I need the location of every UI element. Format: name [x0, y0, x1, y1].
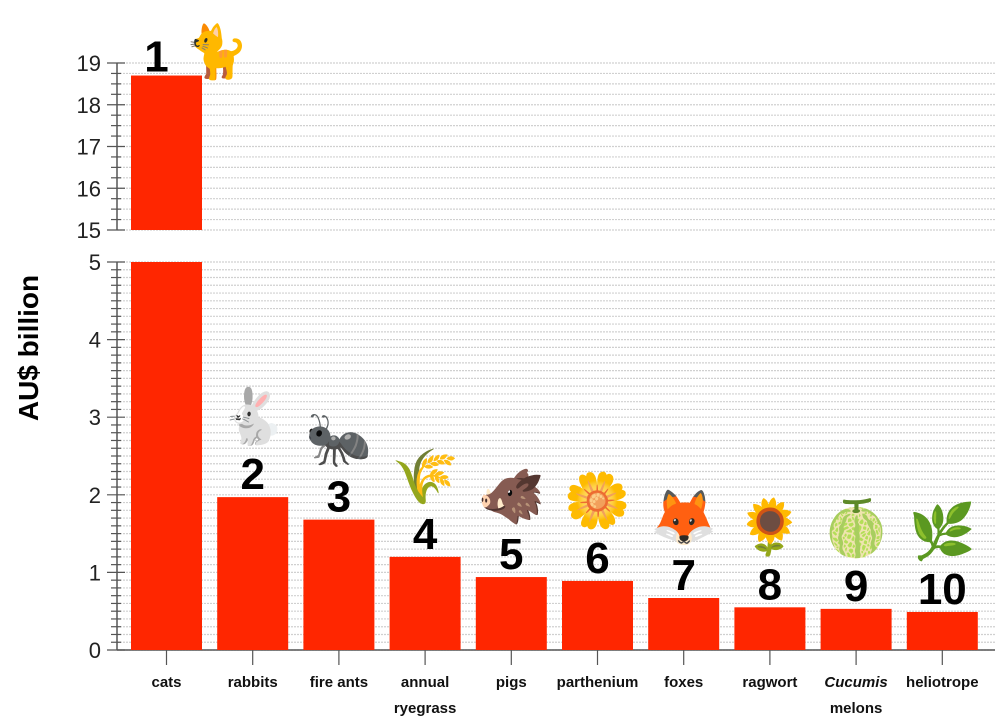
- cat-icon: 🐈: [184, 22, 249, 82]
- bar-pigs: [475, 577, 547, 650]
- bar-heliotrope: [906, 611, 978, 650]
- x-tick-label: parthenium: [557, 674, 639, 691]
- x-tick-label: annual: [401, 674, 449, 691]
- y-tick-label: 3: [89, 405, 101, 430]
- fox-icon: 🦊: [650, 488, 717, 548]
- rabbit-icon: 🐇: [219, 386, 286, 447]
- bar-parthenium: [562, 580, 633, 650]
- ryegrass-icon: 🌾: [391, 447, 458, 507]
- y-tick-label: 0: [89, 638, 101, 663]
- bar-melons: [820, 608, 892, 650]
- x-tick-label: ragwort: [742, 674, 797, 691]
- x-tick-label: heliotrope: [906, 674, 979, 691]
- rank-label: 4: [413, 510, 438, 559]
- bar-cats-lower: [131, 262, 202, 650]
- y-tick-label: 17: [77, 135, 101, 160]
- bar-rabbits: [217, 497, 289, 650]
- rank-label: 5: [499, 530, 523, 579]
- melon-icon: 🍈: [822, 496, 889, 559]
- y-tick-label: 16: [77, 176, 101, 201]
- rank-label: 6: [585, 534, 609, 583]
- y-tick-label: 19: [77, 51, 101, 76]
- rank-label: 7: [671, 551, 695, 600]
- x-tick-label: foxes: [664, 674, 703, 691]
- x-axis-labels: 1 🐈 cats 2🐇 rabbits 3🐜 fire ants 4🌾 annual ryegra…: [144, 22, 978, 717]
- x-tick-label-italic: Cucumis: [824, 674, 887, 691]
- bar-ryegrass: [389, 556, 461, 650]
- x-tick-label: rabbits: [228, 674, 278, 691]
- bar-foxes: [648, 598, 720, 650]
- x-tick-label: pigs: [496, 674, 527, 691]
- x-tick-label: Cucumis: [824, 674, 887, 691]
- x-tick-label-line2: melons: [830, 700, 883, 717]
- y-tick-label: 5: [89, 250, 101, 275]
- x-tick-label-line2: ryegrass: [394, 700, 457, 717]
- flower-icon: 🌼: [564, 470, 631, 531]
- ragwort-icon: 🌻: [736, 496, 803, 557]
- heliotrope-icon: 🌿: [909, 501, 976, 562]
- y-tick-label: 2: [89, 483, 101, 508]
- rank-label: 3: [327, 473, 351, 522]
- rank-label: 10: [918, 565, 967, 614]
- pig-icon: 🐗: [478, 466, 545, 527]
- bar-ragwort: [734, 607, 806, 650]
- bar-cats-upper: [131, 75, 202, 231]
- y-axis-label: AU$ billion: [13, 275, 44, 421]
- rank-label: 9: [844, 562, 868, 611]
- y-tick-label: 18: [77, 93, 101, 118]
- gridlines: [117, 62, 995, 651]
- rank-label: 2: [240, 450, 264, 499]
- ant-icon: 🐜: [305, 410, 372, 470]
- bar-fire-ants: [303, 519, 375, 650]
- bars: [131, 75, 978, 650]
- y-tick-label: 1: [89, 560, 101, 585]
- y-tick-label: 15: [77, 218, 101, 243]
- rank-label: 1: [144, 33, 168, 82]
- x-tick-label: fire ants: [310, 674, 368, 691]
- rank-label: 8: [758, 560, 782, 609]
- y-tick-label: 4: [89, 328, 101, 353]
- x-tick-label: cats: [151, 674, 181, 691]
